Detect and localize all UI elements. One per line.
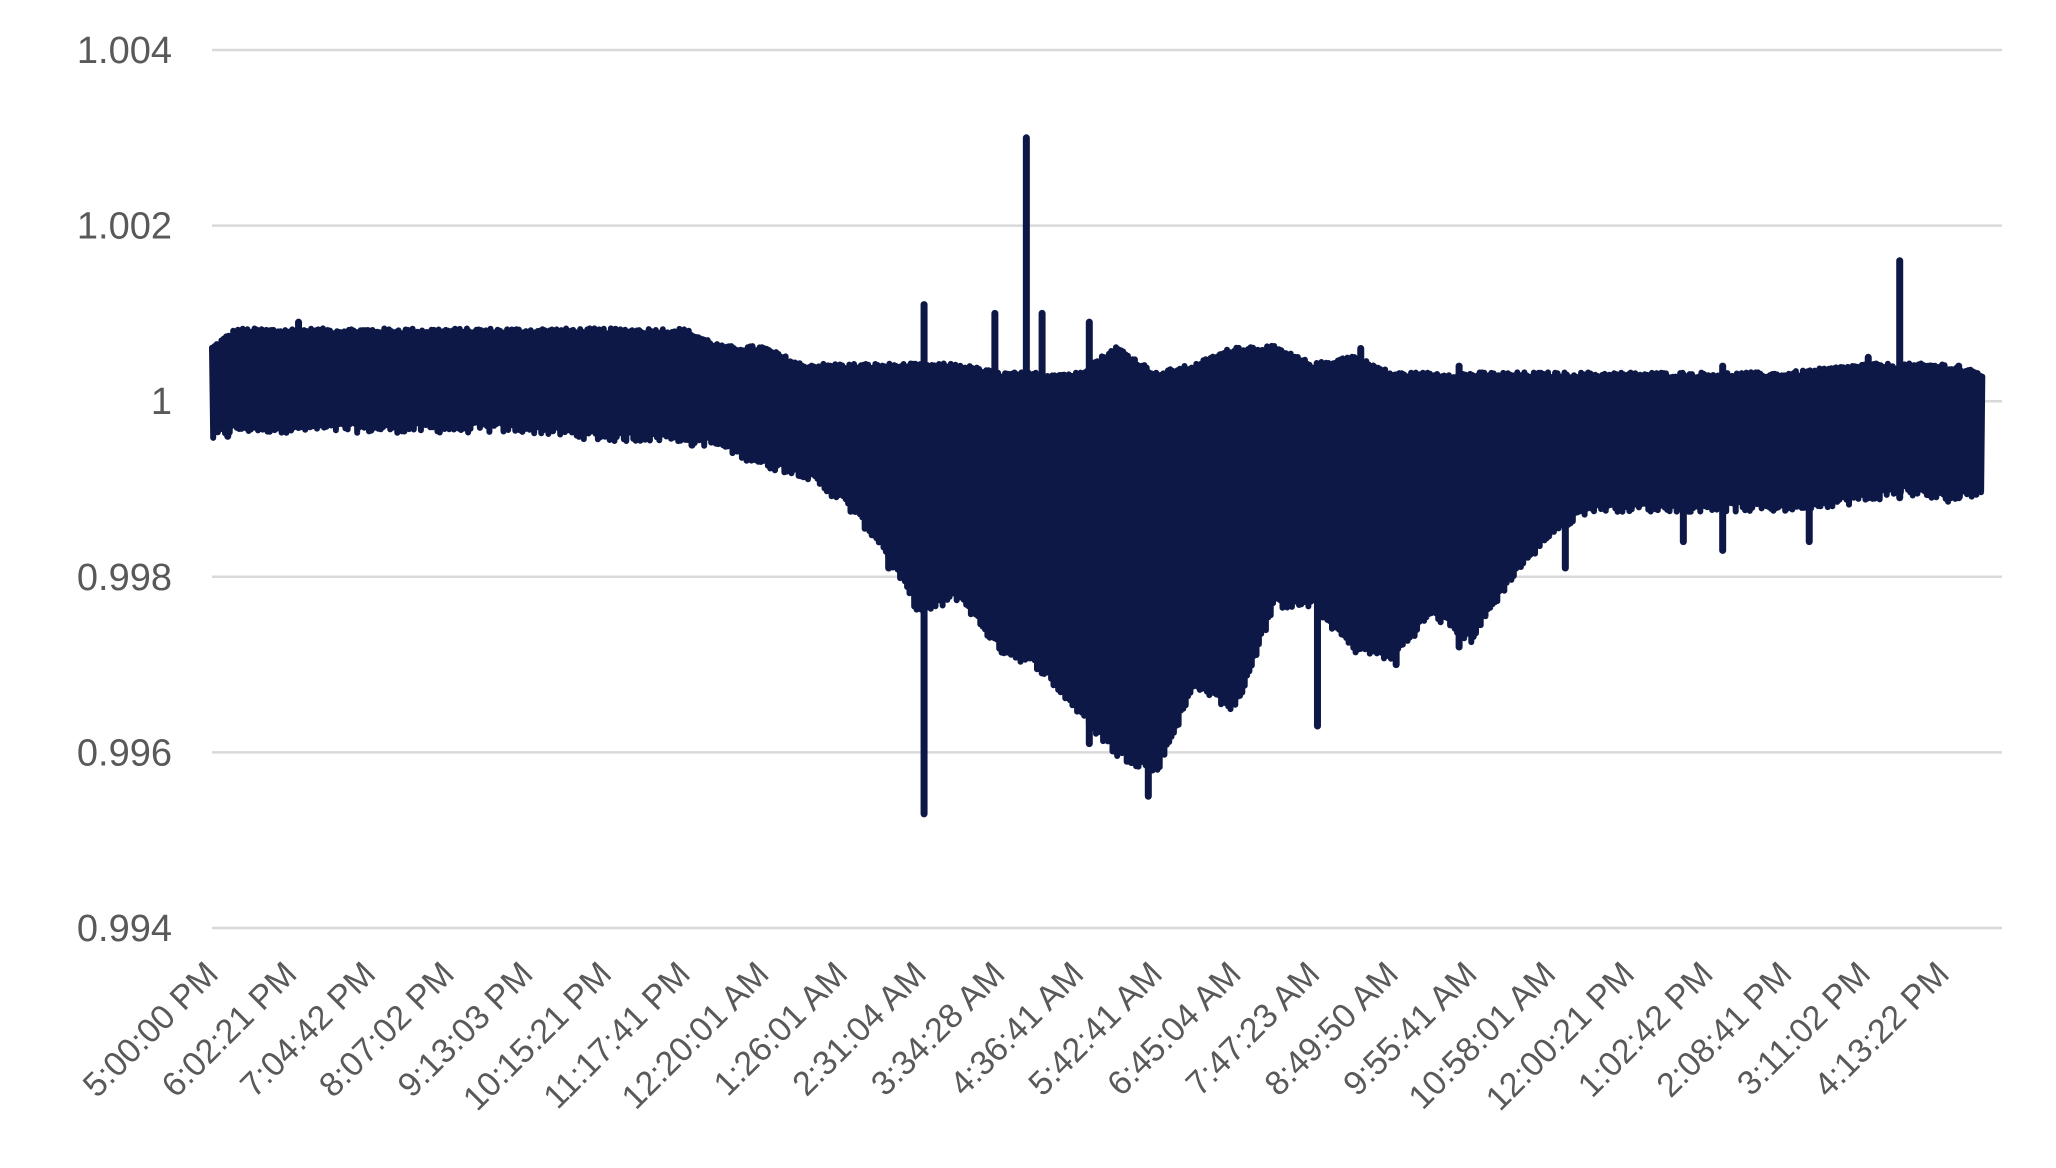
y-tick-label: 1.004: [77, 30, 172, 72]
y-tick-label: 0.994: [77, 908, 172, 950]
y-tick-label: 1: [151, 381, 172, 423]
series-line: [209, 325, 1986, 774]
y-tick-label: 0.996: [77, 732, 172, 774]
y-axis-tick-labels: 1.004 1.002 1 0.998 0.996 0.994: [77, 30, 172, 950]
x-axis-tick-labels: 5:00:00 PM6:02:21 PM7:04:42 PM8:07:02 PM…: [76, 955, 1957, 1118]
y-tick-label: 0.998: [77, 557, 172, 599]
series: [209, 134, 1986, 818]
y-tick-label: 1.002: [77, 206, 172, 248]
